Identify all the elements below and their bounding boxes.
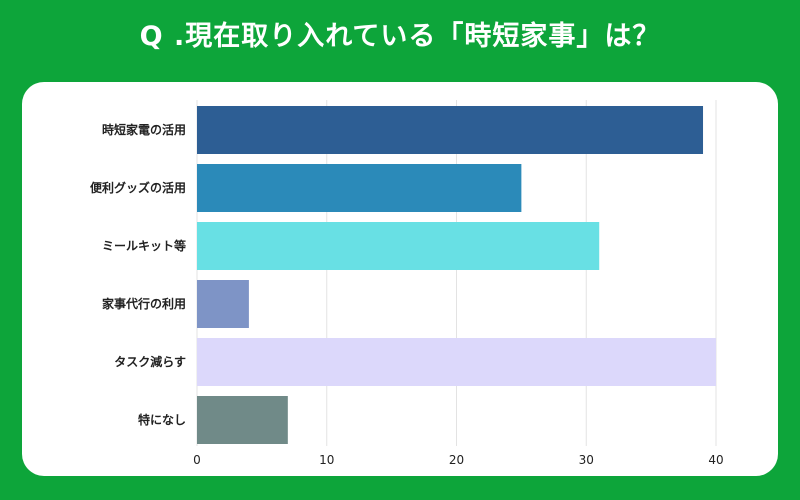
- bar: [197, 280, 249, 328]
- bar: [197, 222, 600, 270]
- category-label: ミールキット等: [102, 238, 186, 253]
- category-label: 家事代行の利用: [102, 296, 186, 311]
- category-label: 時短家電の活用: [102, 122, 186, 137]
- x-tick-label: 10: [319, 453, 334, 467]
- x-tick-label: 30: [579, 453, 594, 467]
- x-tick-label: 0: [193, 453, 201, 467]
- x-tick-label: 20: [449, 453, 464, 467]
- category-label: タスク減らす: [114, 354, 186, 369]
- bar: [197, 164, 522, 212]
- bar: [197, 106, 704, 154]
- bar: [197, 338, 716, 386]
- x-tick-label: 40: [708, 453, 723, 467]
- category-label: 特になし: [138, 412, 186, 427]
- category-label: 便利グッズの活用: [90, 180, 186, 195]
- bar: [197, 396, 288, 444]
- chart-title: Q .現在取り入れている「時短家事」は？: [139, 21, 661, 52]
